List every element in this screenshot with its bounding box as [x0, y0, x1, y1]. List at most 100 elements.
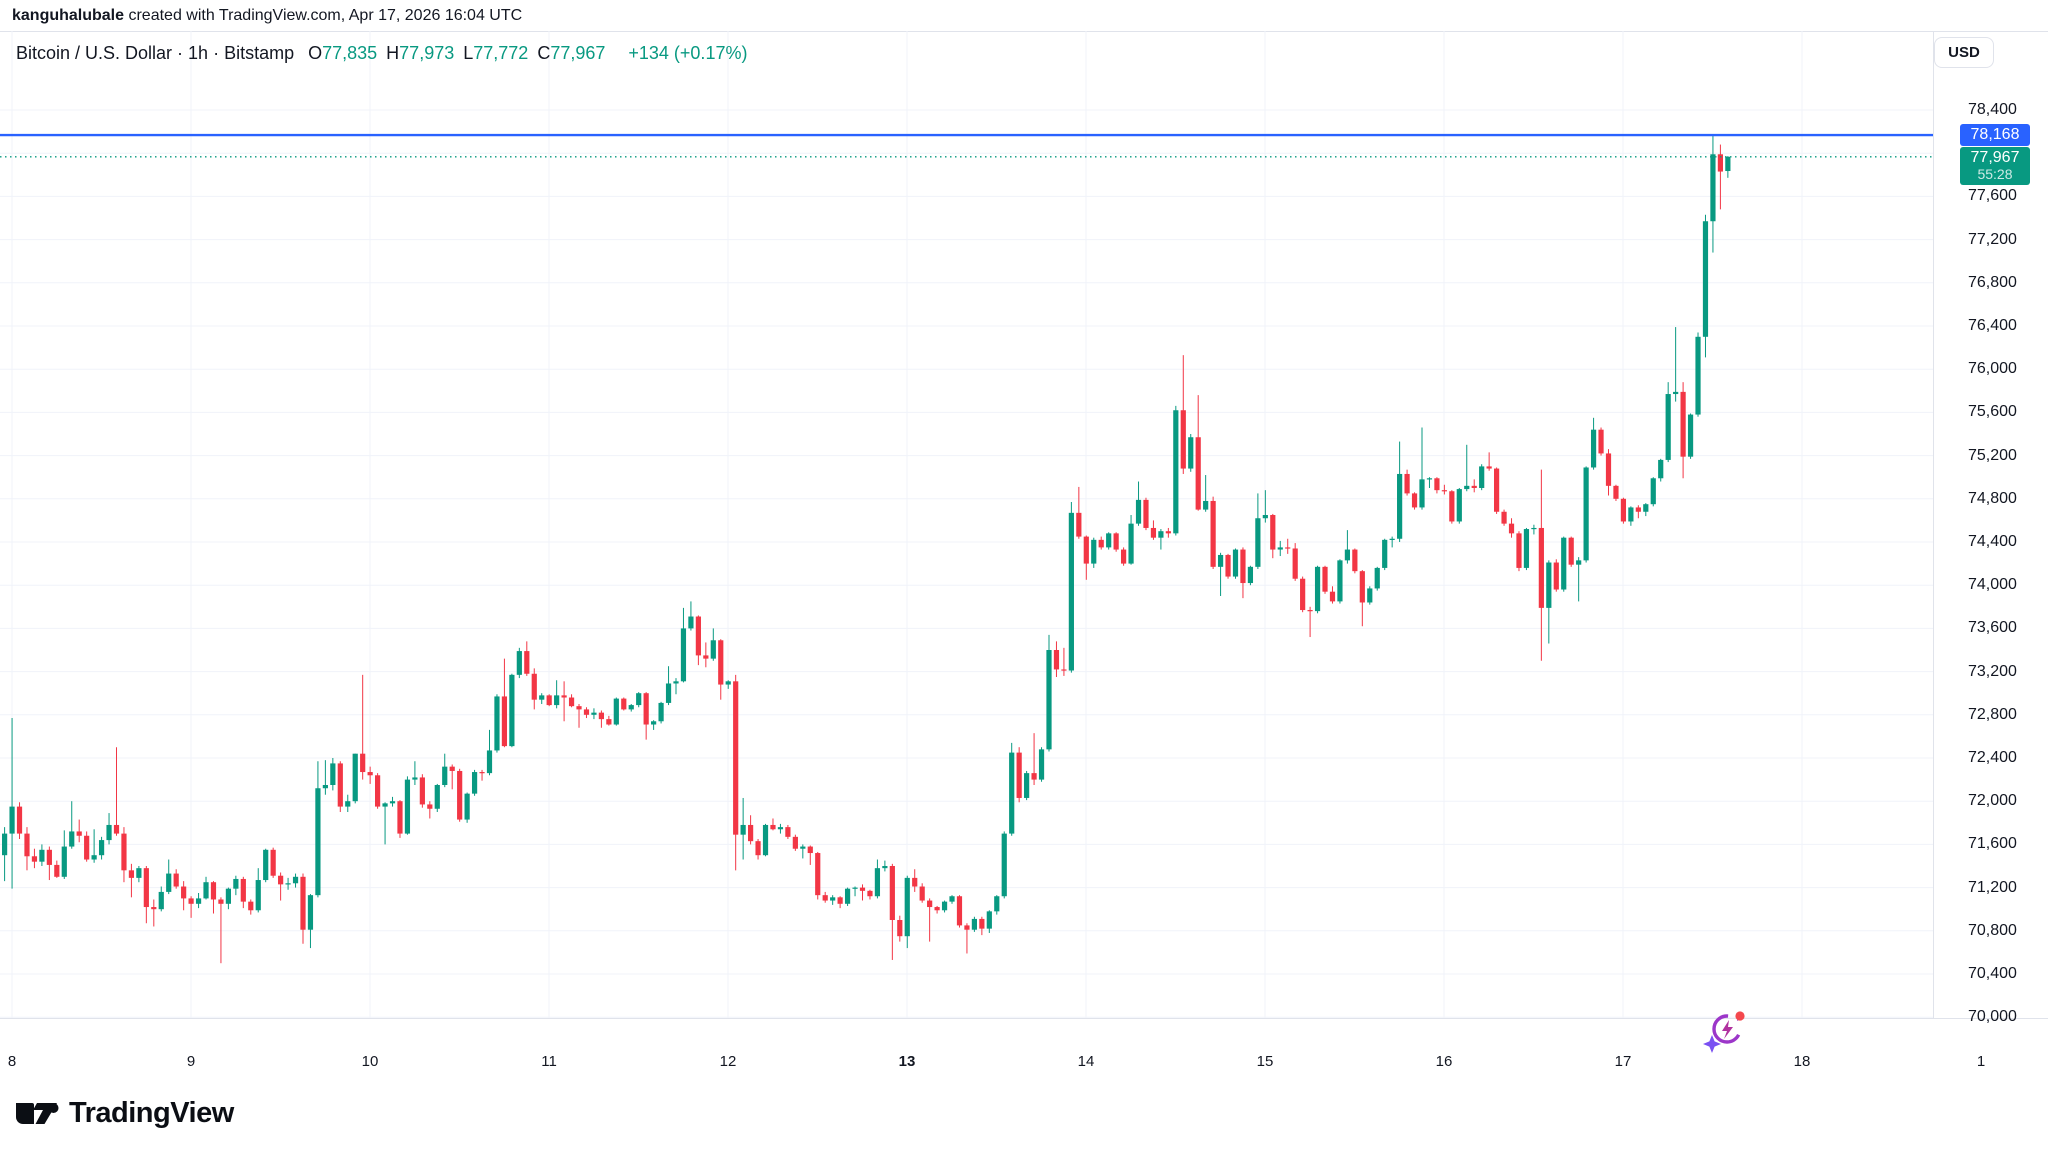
- candle-body: [24, 833, 30, 857]
- candle-body: [785, 827, 791, 837]
- candle-body: [1613, 485, 1619, 499]
- price-tick-label: 74,000: [1968, 576, 2017, 594]
- time-tick-label: 8: [7, 1053, 17, 1070]
- candle-body: [1240, 549, 1246, 584]
- time-tick-label: 10: [361, 1053, 379, 1070]
- candle-body: [1076, 512, 1082, 537]
- event-ring: [1712, 1014, 1742, 1044]
- candle-body: [606, 719, 612, 725]
- candle-body: [807, 846, 813, 854]
- candle-body: [1397, 473, 1403, 539]
- time-tick-label: 17: [1614, 1053, 1632, 1070]
- candle-body: [1665, 394, 1671, 460]
- candle-body: [568, 697, 575, 707]
- candle-body: [1673, 391, 1679, 395]
- candle-body: [1106, 533, 1112, 548]
- candle-body: [1128, 523, 1134, 564]
- candle-body: [941, 901, 948, 911]
- candle-body: [479, 772, 485, 774]
- ohlc-value: 77,772: [473, 43, 538, 63]
- candle-body: [471, 772, 478, 794]
- candle-body: [994, 896, 1000, 912]
- candle-body: [382, 803, 388, 807]
- candle-body: [322, 785, 328, 789]
- candle-body: [1329, 591, 1336, 602]
- candle-body: [1232, 549, 1239, 577]
- symbol-legend[interactable]: Bitcoin / U.S. Dollar · 1h · Bitstamp O7…: [16, 43, 747, 64]
- price-tick-label: 74,400: [1968, 533, 2017, 550]
- candle-body: [1628, 507, 1634, 522]
- candle-body: [397, 801, 403, 834]
- candle-body: [1061, 669, 1067, 671]
- attribution-username: kanguhalubale: [12, 6, 125, 24]
- ohlc-value: 77,973: [399, 43, 464, 63]
- candle-body: [501, 696, 508, 747]
- candle-body: [240, 878, 246, 902]
- candle-body: [218, 899, 224, 904]
- candle-body: [971, 918, 977, 930]
- price-tick-label: 78,400: [1968, 101, 2017, 118]
- currency-toggle-button[interactable]: USD: [1934, 37, 1994, 68]
- symbol-title[interactable]: Bitcoin / U.S. Dollar · 1h · Bitstamp: [16, 43, 295, 63]
- tradingview-logo-mark: [16, 1102, 59, 1124]
- candle-body: [576, 706, 582, 710]
- candle-body: [151, 907, 157, 910]
- last-price-label: 77,967 55:28: [1960, 146, 2030, 185]
- candle-body: [1419, 479, 1425, 508]
- candle-body: [628, 705, 634, 710]
- candle-body: [1725, 156, 1731, 172]
- price-tick-label: 71,200: [1968, 878, 2017, 896]
- candle-body: [733, 681, 739, 835]
- chart-pane[interactable]: Bitcoin / U.S. Dollar · 1h · Bitstamp O7…: [0, 31, 2048, 1025]
- time-tick-label: 11: [541, 1053, 557, 1070]
- candle-body: [524, 651, 530, 674]
- candle-body: [591, 712, 597, 715]
- price-tick-label: 77,200: [1968, 230, 2017, 248]
- price-tick-label: 76,400: [1968, 317, 2017, 334]
- ohlc-key: C: [537, 43, 551, 63]
- candle-body: [927, 900, 933, 908]
- time-tick-label: 16: [1435, 1053, 1453, 1070]
- time-tick-label: 9: [186, 1053, 196, 1070]
- candle-body: [583, 709, 590, 715]
- candle-body: [1262, 515, 1268, 519]
- candle-body: [166, 873, 172, 892]
- candle-body: [375, 775, 381, 807]
- horizontal-line-price-label[interactable]: 78,168: [1960, 124, 2030, 147]
- candle-body: [464, 793, 470, 820]
- candle-body: [54, 864, 60, 877]
- candle-body: [106, 824, 112, 841]
- candle-body: [1426, 478, 1433, 480]
- candlestick-chart[interactable]: [0, 31, 2048, 1018]
- candle-body: [539, 695, 545, 700]
- candle-body: [1203, 500, 1209, 510]
- candle-body: [874, 868, 881, 897]
- candle-body: [1382, 539, 1388, 568]
- price-tick-label: 75,600: [1968, 403, 2017, 421]
- candle-body: [688, 616, 694, 629]
- candle-body: [449, 766, 455, 771]
- candle-body: [1546, 562, 1552, 608]
- candle-body: [1404, 473, 1410, 494]
- event-spark-icon[interactable]: [1700, 1007, 1750, 1057]
- candle-body: [762, 824, 769, 856]
- candle-body: [1717, 154, 1723, 172]
- candle-body: [285, 883, 291, 885]
- candle-body: [136, 868, 142, 878]
- candle-body: [31, 856, 38, 862]
- candle-body: [270, 849, 276, 876]
- time-tick-label: 18: [1793, 1053, 1811, 1070]
- candle-body: [561, 695, 567, 698]
- time-tick-label: 1: [1976, 1053, 1986, 1070]
- candle-body: [949, 896, 955, 902]
- candle-body: [1479, 466, 1485, 488]
- candle-body: [442, 766, 448, 785]
- candle-body: [1173, 410, 1179, 534]
- candle-body: [121, 833, 127, 871]
- candle-body: [1598, 429, 1604, 454]
- ohlc-key: L: [463, 43, 474, 63]
- tradingview-logo[interactable]: TradingView: [15, 1097, 234, 1130]
- candle-body: [852, 887, 858, 889]
- candle-body: [1367, 588, 1373, 603]
- candle-body: [1553, 562, 1559, 590]
